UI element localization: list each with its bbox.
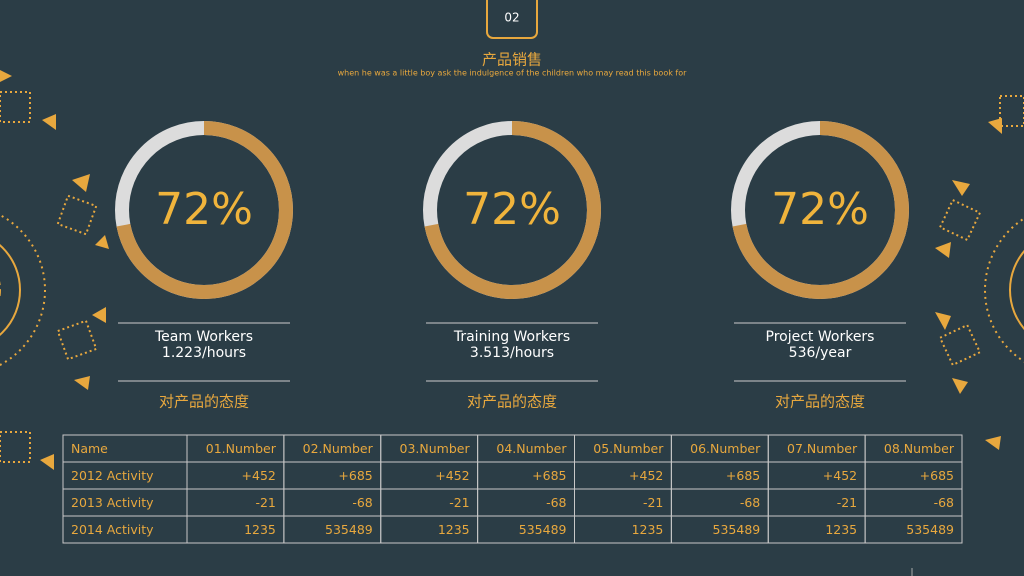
card-caption: 对产品的态度 (467, 393, 557, 411)
table-header-cell: 08.Number (884, 441, 955, 456)
table-cell-text: -21 (449, 495, 469, 510)
donut-arc (423, 121, 601, 299)
table-cell-text: +685 (532, 468, 566, 483)
table-cell-text: 535489 (325, 522, 373, 537)
table-cell-text: 2013 Activity (71, 495, 154, 510)
table-cell-text: -21 (837, 495, 857, 510)
card-rate: 3.513/hours (470, 345, 554, 361)
decoration-right-arrows (935, 118, 1002, 450)
table-cell-text: 535489 (519, 522, 567, 537)
table-cell-text: +685 (726, 468, 760, 483)
table-cell-text: +685 (920, 468, 954, 483)
table-cell (864, 515, 963, 544)
table-header-cell: 04.Number (496, 441, 567, 456)
table: Name 01.Number 02.Number 03.Number 04.Number… (62, 434, 963, 544)
donut-arc (115, 121, 293, 299)
table-cell-text: 535489 (713, 522, 761, 537)
table-cell-text: 2014 Activity (71, 522, 154, 537)
decoration-right (938, 95, 1024, 367)
table-cell-text: 2012 Activity (71, 468, 154, 483)
card-caption: 对产品的态度 (775, 393, 865, 411)
donut-label: 72% (771, 184, 869, 235)
card-name: Project Workers (766, 329, 875, 345)
table-header-cell: 01.Number (206, 441, 277, 456)
table-header-cell: 06.Number (690, 441, 761, 456)
table-cell-text: -68 (934, 495, 954, 510)
table-cell-text: -21 (643, 495, 663, 510)
table-header-cell: 02.Number (303, 441, 374, 456)
card-caption: 对产品的态度 (159, 393, 249, 411)
donut-label: 72% (155, 184, 253, 235)
table-header-cell: 03.Number (400, 441, 471, 456)
subtitle: when he was a little boy ask the indulge… (338, 69, 688, 78)
table-cell-text: 1235 (632, 522, 664, 537)
card-name: Training Workers (453, 329, 570, 345)
donut-label: 72% (463, 184, 561, 235)
badge-box (486, 0, 538, 39)
table-cell-text: -21 (255, 495, 275, 510)
table-cell-text: -68 (740, 495, 760, 510)
table-header-cell: 05.Number (593, 441, 664, 456)
table-cell-text: +685 (338, 468, 372, 483)
table-cell-text: +452 (242, 468, 276, 483)
card-name: Team Workers (154, 329, 253, 345)
table-cell-text: 535489 (906, 522, 954, 537)
table-cell-text: 1235 (438, 522, 470, 537)
table-cell-text: +452 (435, 468, 469, 483)
table-cell-text: -68 (352, 495, 372, 510)
table-cell-text: 1235 (825, 522, 857, 537)
card-rate: 536/year (789, 345, 852, 361)
table-cell-text: -68 (546, 495, 566, 510)
title: 产品销售 (482, 51, 542, 69)
table-cell-text: 1235 (244, 522, 276, 537)
decoration-left-arrows (0, 70, 109, 470)
decoration-left (0, 91, 98, 463)
donut-arc (731, 121, 909, 299)
table-header-cell: 07.Number (787, 441, 858, 456)
badge: 02 (504, 11, 519, 25)
table-cell-text: +452 (629, 468, 663, 483)
table-cell-text: +452 (823, 468, 857, 483)
card-rate: 1.223/hours (162, 345, 246, 361)
table-header-cell: Name (71, 441, 108, 456)
